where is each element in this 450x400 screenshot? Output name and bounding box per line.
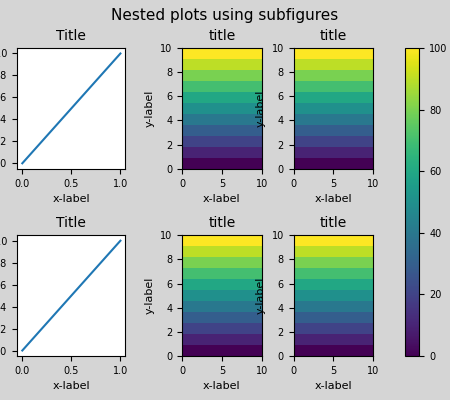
X-axis label: x-label: x-label	[203, 381, 241, 391]
X-axis label: x-label: x-label	[203, 194, 241, 204]
X-axis label: x-label: x-label	[315, 381, 352, 391]
Text: Nested plots using subfigures: Nested plots using subfigures	[112, 8, 338, 23]
Title: Title: Title	[56, 29, 86, 43]
Title: Title: Title	[56, 216, 86, 230]
X-axis label: x-label: x-label	[53, 381, 90, 391]
X-axis label: x-label: x-label	[53, 194, 90, 204]
Y-axis label: y-label: y-label	[144, 277, 154, 314]
X-axis label: x-label: x-label	[315, 194, 352, 204]
Y-axis label: y-label: y-label	[256, 90, 266, 127]
Y-axis label: y-label: y-label	[256, 277, 266, 314]
Title: title: title	[320, 29, 347, 43]
Title: title: title	[208, 29, 235, 43]
Y-axis label: y-label: y-label	[144, 90, 154, 127]
Title: title: title	[320, 216, 347, 230]
Title: title: title	[208, 216, 235, 230]
